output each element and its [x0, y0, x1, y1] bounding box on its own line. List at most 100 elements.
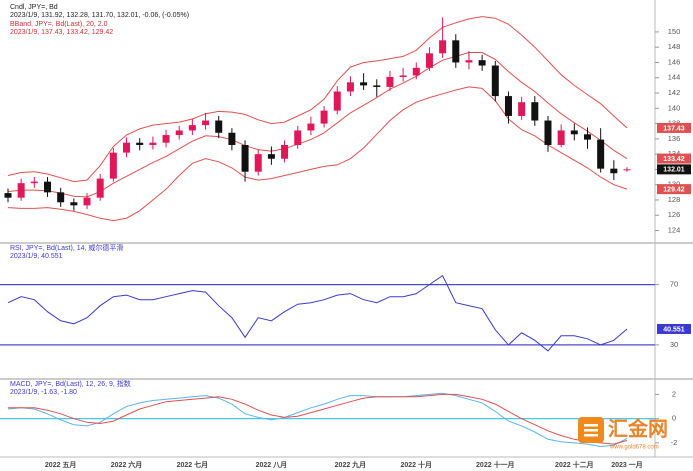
y-tick-label: 30 — [670, 340, 678, 349]
candle-body — [149, 142, 157, 145]
y-tick-label: 150 — [668, 27, 681, 36]
watermark: 汇金网 www.gold678.com — [578, 416, 668, 451]
bband-subtitle: 2023/1/9, 137.43, 133.42, 129.42 — [10, 29, 113, 36]
price-subtitle: 2023/1/9, 131.92, 132.28, 131.70, 132.01… — [10, 12, 189, 19]
candle-body — [123, 142, 131, 153]
rsi-subtitle: 2023/1/9, 40.551 — [10, 253, 63, 260]
watermark-name: 汇金网 — [608, 416, 668, 440]
value-box — [657, 184, 691, 195]
y-tick-label: 70 — [670, 280, 678, 289]
candle-body — [109, 152, 117, 179]
watermark-url: www.gold678.com — [609, 445, 659, 451]
candle-body — [504, 96, 512, 116]
y-tick-label: 142 — [668, 88, 681, 97]
candle-body — [531, 102, 539, 121]
candle-body — [175, 130, 183, 136]
x-tick-label: 2022 八月 — [256, 461, 288, 469]
value-box — [657, 153, 691, 164]
candle-body — [570, 130, 578, 135]
candle-body — [30, 181, 38, 184]
candle-body — [491, 65, 499, 97]
watermark-logo — [584, 424, 598, 427]
watermark-logo — [584, 434, 598, 437]
y-tick-label: 144 — [668, 73, 681, 82]
x-tick-label: 2022 十月 — [401, 460, 433, 469]
macd-title: MACD, JPY=, Bd(Last), 12, 26, 9, 指数 — [10, 379, 131, 388]
candle-body — [597, 139, 605, 169]
candle-body — [294, 130, 302, 145]
candle-body — [83, 197, 91, 206]
y-tick-label: 146 — [668, 57, 681, 66]
y-tick-label: 124 — [668, 226, 681, 235]
candle-body — [57, 192, 65, 203]
candle-body — [373, 85, 381, 87]
candle-body — [307, 123, 315, 131]
candle-body — [346, 82, 354, 92]
marks: 1241261281301321341361381401421441461481… — [0, 16, 691, 469]
x-tick-label: 2023 一月 — [611, 461, 643, 469]
y-tick-label: 2 — [672, 389, 676, 398]
candle-body — [583, 134, 591, 140]
candle-body — [610, 168, 618, 174]
candle-body — [623, 169, 631, 171]
line-series — [7, 274, 628, 352]
candle-body — [544, 120, 552, 145]
candle-body — [412, 67, 420, 76]
candle-body — [333, 91, 341, 111]
candle-body — [215, 120, 223, 133]
value-box-label: 129.42 — [663, 186, 685, 193]
y-tick-label: 148 — [668, 42, 681, 51]
candle-body — [320, 110, 328, 124]
candle-body — [228, 132, 236, 145]
value-box — [657, 164, 691, 175]
line-series — [7, 392, 628, 448]
bband-mid — [7, 52, 628, 198]
y-tick-label: -2 — [671, 438, 678, 447]
x-tick-label: 2022 十二月 — [555, 460, 594, 469]
candle-body — [241, 144, 249, 172]
candle-body — [465, 60, 473, 63]
value-box-label: 137.43 — [663, 125, 685, 132]
candle-body — [162, 135, 170, 143]
value-box-label: 133.42 — [663, 156, 685, 163]
candle-body — [386, 76, 394, 87]
y-tick-label: 140 — [668, 103, 681, 112]
price-title: Cndl, JPY=, Bd — [10, 4, 58, 11]
candle-body — [136, 142, 144, 145]
macd-subtitle: 2023/1/9, -1.63, -1.80 — [10, 389, 77, 396]
candle-body — [518, 102, 526, 116]
x-tick-label: 2022 九月 — [335, 460, 367, 469]
x-tick-label: 2022 七月 — [177, 460, 209, 469]
candle-body — [425, 53, 433, 68]
candle-body — [281, 144, 289, 159]
candle-body — [478, 60, 486, 66]
y-tick-label: 136 — [668, 134, 681, 143]
value-box-label: 132.01 — [663, 167, 685, 174]
y-tick-label: 126 — [668, 210, 681, 219]
candle-body — [70, 202, 78, 206]
candle-body — [557, 130, 565, 145]
candle-body — [439, 40, 447, 54]
x-tick-label: 2022 六月 — [111, 460, 143, 469]
watermark-logo — [584, 429, 598, 432]
value-box — [657, 323, 691, 334]
candle-body — [96, 178, 104, 198]
candle-body — [4, 193, 12, 198]
candle-body — [188, 125, 196, 131]
candle-body — [267, 154, 275, 159]
value-box-label: 40.551 — [663, 326, 685, 333]
candle-body — [399, 75, 407, 77]
bband-legend: BBand, JPY=, Bd(Last), 20, 2.0 — [10, 21, 108, 28]
value-box — [657, 122, 691, 133]
candle-body — [17, 183, 25, 198]
y-tick-label: 0 — [672, 414, 676, 423]
candle-body — [202, 120, 210, 126]
bband-upper — [7, 16, 628, 183]
y-tick-label: 128 — [668, 195, 681, 204]
x-tick-label: 2022 五月 — [45, 461, 77, 469]
candle-body — [254, 154, 262, 172]
rsi-legend: RSI, JPY=, Bd(Last), 14, 威尔德平滑 — [10, 243, 123, 252]
candle-body — [452, 40, 460, 63]
